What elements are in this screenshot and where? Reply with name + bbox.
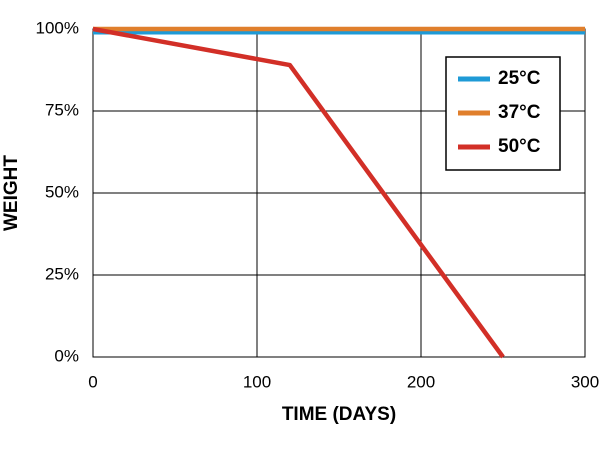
y-tick-label: 0% <box>54 346 79 365</box>
legend-label: 25°C <box>498 68 541 89</box>
x-tick-label: 0 <box>88 372 97 391</box>
line-series <box>92 26 505 359</box>
x-tick-label: 300 <box>571 372 599 391</box>
y-axis-label: WEIGHT <box>1 155 22 231</box>
legend-label: 50°C <box>498 136 541 157</box>
legend-label: 37°C <box>498 102 541 123</box>
y-tick-label: 100% <box>36 18 79 37</box>
y-tick-label: 75% <box>45 100 79 119</box>
x-tick-label: 100 <box>243 372 271 391</box>
y-tick-label: 25% <box>45 264 79 283</box>
x-axis-label: TIME (DAYS) <box>282 404 396 425</box>
y-tick-label: 50% <box>45 182 79 201</box>
x-tick-label: 200 <box>407 372 435 391</box>
